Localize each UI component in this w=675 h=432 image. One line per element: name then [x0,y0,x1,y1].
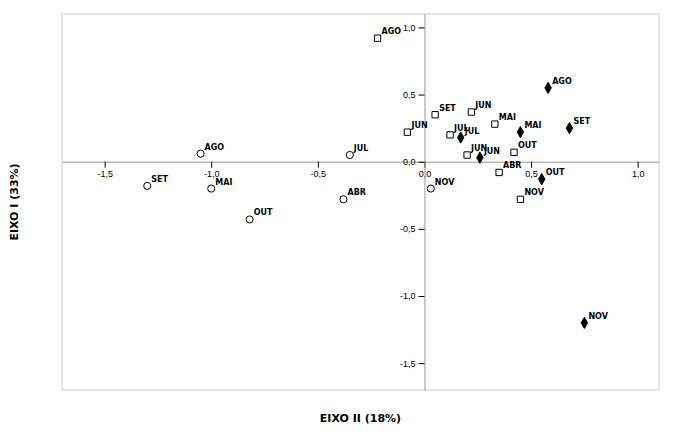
point-label: JUN [410,121,427,130]
chart: -1,5-1,0-0,50,00,51,0-1,5-1,0-0,50,00,51… [0,0,675,432]
point-label: NOV [524,188,544,197]
y-axis-line [424,15,425,391]
y-tick-mark [418,296,424,297]
y-tick: 1,0 [403,23,425,33]
y-tick-mark [418,27,424,28]
point [427,185,434,192]
x-tick-label: -0,5 [311,169,327,179]
y-tick-label: -1,0 [400,291,416,301]
point-label: SET [573,117,590,126]
point-label: MAI [215,178,232,187]
point [492,121,498,127]
point-label: ABR [503,161,521,170]
x-tick-mark [531,162,532,168]
point [346,151,353,158]
x-axis-title: EIXO II (18%) [320,412,401,425]
point-label: JUL [353,144,369,153]
x-tick: 1,0 [632,162,645,179]
point-label: JUN [483,147,500,156]
y-tick: 0,5 [403,90,425,100]
point [464,152,470,158]
point-label: JUN [474,101,491,110]
point-labels: AGO JUL SET MAI ABR OUT NOV AGO SET JUN JUN JUL MAI J… [151,27,608,321]
point [144,182,151,189]
y-axis: -1,5 -1,0 -0,5 0,0 0,5 1,0 [400,15,425,391]
point [197,150,204,157]
y-tick: -0,5 [400,224,425,234]
x-tick: -0,5 [311,162,327,179]
point-label: AGO [205,143,225,152]
point-label: SET [151,175,168,184]
y-tick-label: -1,5 [400,359,416,369]
x-tick: 0,5 [525,162,538,179]
point-label: NOV [435,178,455,187]
point [517,196,523,202]
point [374,35,380,41]
y-tick: -1,0 [400,291,425,301]
point [517,127,523,138]
x-tick-mark [105,162,106,168]
point-label: SET [439,104,456,113]
point [447,132,453,138]
point [404,129,410,135]
point-label: MAI [524,121,541,130]
x-tick: -1,5 [97,162,113,179]
x-tick-label: 0,5 [525,169,538,179]
point-label: NOV [588,312,608,321]
point [468,109,474,115]
x-tick-mark [638,162,639,168]
points [144,35,588,328]
y-tick-label: 0,0 [403,157,416,167]
point [246,216,253,223]
point [432,112,438,118]
y-axis-title: EIXO I (33%) [8,163,21,240]
x-tick-mark [211,162,212,168]
point [496,169,502,175]
point-label: ABR [347,188,365,197]
y-tick-label: -0,5 [400,224,416,234]
y-tick: -1,5 [400,359,425,369]
point [511,149,517,155]
point [539,174,545,185]
y-tick-label: 0,5 [403,90,416,100]
point-label: OUT [546,168,565,177]
point [457,132,463,143]
point-label: AGO [382,27,402,36]
plot-frame [62,14,659,390]
point [545,82,551,93]
y-tick-mark [418,229,424,230]
y-tick: 0,0 [403,157,425,167]
x-tick: -1,0 [204,162,220,179]
x-tick-label: -1,5 [97,169,113,179]
plot: -1,5-1,0-0,50,00,51,0-1,5-1,0-0,50,00,51… [62,14,660,391]
point [566,123,572,134]
x-axis-line [63,162,660,163]
point-label: JUL [464,127,480,136]
point [208,185,215,192]
y-tick-mark [418,95,424,96]
x-tick-mark [318,162,319,168]
point [477,152,483,163]
y-tick-label: 1,0 [403,23,416,33]
x-tick-label: 1,0 [632,169,645,179]
y-tick-mark [418,162,424,163]
y-tick-mark [418,363,424,364]
point [340,196,347,203]
point-label: AGO [552,77,572,86]
point-label: OUT [254,208,273,217]
point-label: OUT [518,141,537,150]
point [581,317,587,328]
point-label: MAI [499,113,516,122]
